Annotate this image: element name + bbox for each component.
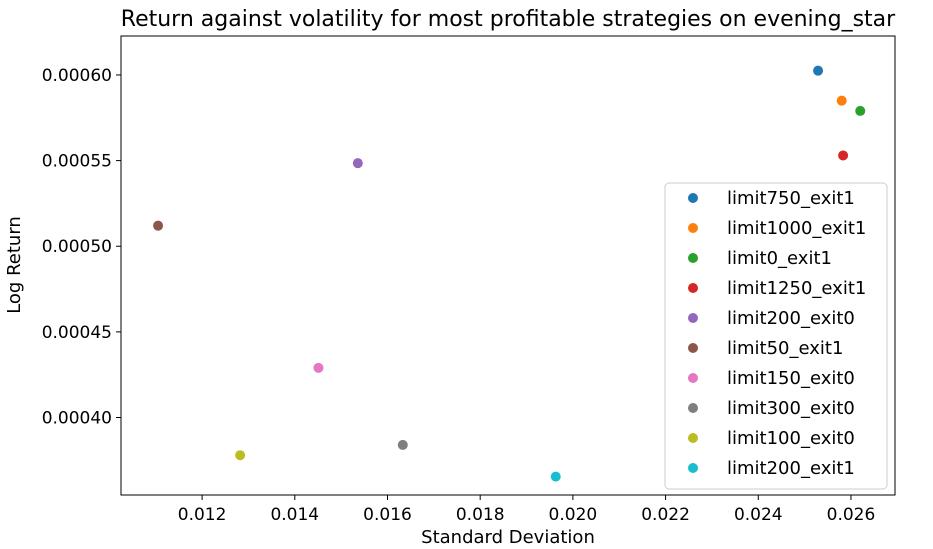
legend-marker: [688, 253, 698, 263]
legend-label: limit200_exit0: [727, 308, 855, 329]
legend-marker: [688, 373, 698, 383]
legend-marker: [688, 403, 698, 413]
legend-label: limit100_exit0: [727, 428, 855, 449]
point-limit750_exit1: [813, 65, 824, 76]
legend-marker: [688, 313, 698, 323]
point-limit0_exit1: [855, 105, 866, 116]
y-tick-label: 0.00040: [42, 409, 112, 429]
legend-marker: [688, 343, 698, 353]
y-tick-label: 0.00045: [42, 323, 112, 343]
point-limit100_exit0: [235, 450, 246, 461]
y-axis-label: Log Return: [4, 216, 25, 314]
point-limit200_exit0: [352, 158, 363, 169]
x-tick-label: 0.012: [178, 505, 227, 525]
point-limit200_exit1: [550, 471, 561, 482]
point-limit1000_exit1: [836, 95, 847, 106]
legend: limit750_exit1 limit1000_exit1 limit0_exit…: [664, 182, 888, 490]
legend-label: limit0_exit1: [727, 248, 832, 269]
legend-label: limit300_exit0: [727, 398, 855, 419]
point-limit1250_exit1: [838, 150, 849, 161]
plot-area: 0.012 0.014 0.016 0.018 0.020 0.022 0.024 0.026…: [42, 35, 896, 525]
y-tick-label: 0.00050: [42, 237, 112, 257]
legend-label: limit150_exit0: [727, 368, 855, 389]
x-tick-label: 0.022: [641, 505, 690, 525]
legend-marker: [688, 193, 698, 203]
x-tick-label: 0.024: [734, 505, 783, 525]
y-tick-label: 0.00055: [42, 152, 112, 172]
x-tick-label: 0.020: [549, 505, 598, 525]
legend-label: limit50_exit1: [727, 338, 843, 359]
chart-title: Return against volatility for most profi…: [121, 7, 896, 32]
legend-label: limit200_exit1: [727, 458, 855, 479]
point-limit300_exit0: [397, 439, 408, 450]
x-axis-label: Standard Deviation: [421, 527, 595, 548]
point-limit50_exit1: [153, 220, 164, 231]
legend-frame: [664, 182, 888, 490]
x-tick-label: 0.016: [363, 505, 412, 525]
x-tick-label: 0.018: [456, 505, 505, 525]
x-tick-label: 0.014: [270, 505, 319, 525]
x-tick-label: 0.026: [827, 505, 876, 525]
legend-marker: [688, 433, 698, 443]
legend-label: limit750_exit1: [727, 188, 855, 209]
point-limit150_exit0: [313, 362, 324, 373]
legend-marker: [688, 223, 698, 233]
plot-frame: [120, 35, 896, 496]
legend-marker: [688, 283, 698, 293]
legend-label: limit1000_exit1: [727, 218, 866, 239]
legend-label: limit1250_exit1: [727, 278, 866, 299]
legend-marker: [688, 463, 698, 473]
y-tick-label: 0.00060: [42, 66, 112, 86]
